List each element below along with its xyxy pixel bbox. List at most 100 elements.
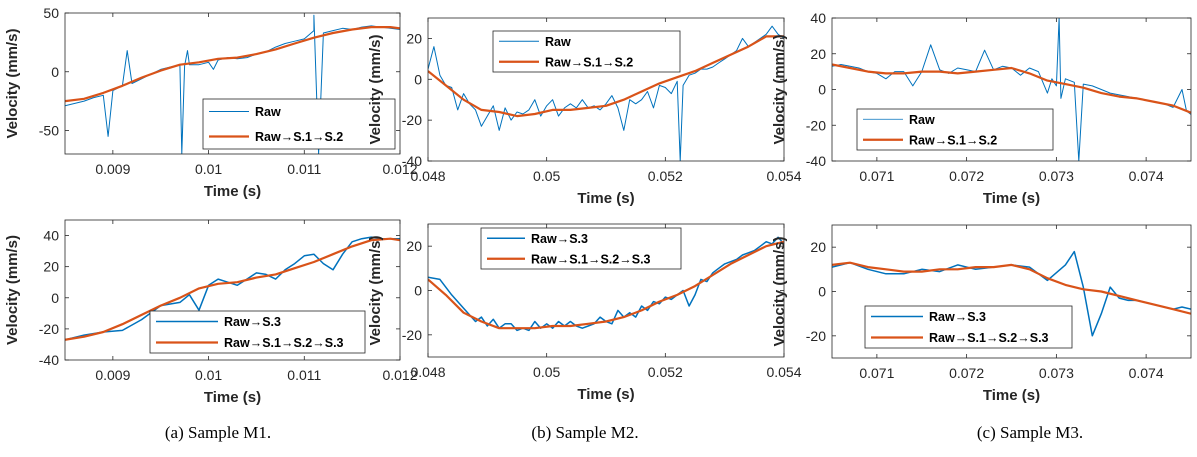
- x-tick-label: 0.074: [1129, 168, 1164, 184]
- y-tick-label: -40: [39, 352, 59, 368]
- legend-label: Raw: [909, 113, 935, 127]
- x-tick-label: 0.071: [859, 168, 894, 184]
- x-axis-label: Time (s): [577, 190, 634, 207]
- x-tick-label: 0.073: [1039, 168, 1074, 184]
- series-line-filtered: [65, 26, 400, 103]
- y-tick-label: 0: [818, 284, 826, 300]
- y-tick-label: -20: [806, 117, 826, 133]
- x-tick-label: 0.048: [410, 168, 445, 184]
- figure-caption: (a) Sample M1.: [165, 423, 271, 442]
- chart-panel-4: 0.009 0.01 0.011 0.012 -40 -20 0 20 40 Time (s) Ve…: [4, 219, 418, 406]
- legend-label: Raw→S.1→S.2: [255, 130, 343, 144]
- x-tick-label: 0.072: [949, 365, 984, 381]
- x-tick-label: 0.01: [195, 161, 222, 177]
- x-axis-label: Time (s): [983, 387, 1040, 404]
- legend-label: Raw→S.3: [531, 232, 588, 246]
- y-tick-label: 0: [414, 71, 422, 87]
- x-tick-label: 0.071: [859, 365, 894, 381]
- figure-caption: (b) Sample M2.: [531, 423, 638, 442]
- y-axis-label: Velocity (mm/s): [771, 236, 788, 346]
- y-tick-label: 20: [406, 238, 422, 254]
- x-axis-label: Time (s): [204, 183, 261, 200]
- series-line-raw: [428, 25, 784, 161]
- chart-panel-6: 0.071 0.072 0.073 0.074 -20 0 20 Time (s) Veloci…: [771, 224, 1192, 404]
- legend: Raw Raw→S.1→S.2: [202, 98, 396, 150]
- legend-box: [149, 310, 366, 354]
- legend-label: Raw→S.1→S.2: [909, 133, 997, 147]
- series-line-filtered: [428, 35, 784, 118]
- legend-box: [480, 227, 682, 270]
- y-tick-label: 0: [51, 290, 59, 306]
- series-line-raw: [428, 236, 784, 332]
- legend: Raw→S.3 Raw→S.1→S.2→S.3: [864, 305, 1073, 349]
- x-axis-label: Time (s): [983, 190, 1040, 207]
- x-axis-label: Time (s): [577, 386, 634, 403]
- y-tick-label: 40: [43, 228, 59, 244]
- legend: Raw Raw→S.1→S.2: [492, 30, 681, 73]
- chart-panel-3: 0.071 0.072 0.073 0.074 -40 -20 0 20 40 Time (s) V…: [771, 10, 1192, 207]
- chart-panel-1: 0.009 0.01 0.011 0.012 -50 0 50 Time (s) Velocit…: [4, 5, 418, 200]
- chart-panel-2: 0.048 0.05 0.052 0.054 -40 -20 0 20 Time (s) Velo…: [367, 17, 802, 207]
- series-line-raw: [65, 14, 400, 154]
- y-tick-label: -20: [806, 328, 826, 344]
- figure-caption: (c) Sample M3.: [977, 423, 1083, 442]
- x-tick-label: 0.072: [949, 168, 984, 184]
- series-line-filtered: [428, 240, 784, 330]
- y-axis-label: Velocity (mm/s): [771, 34, 788, 144]
- plot-area: [64, 12, 401, 155]
- y-tick-label: -50: [39, 123, 59, 139]
- y-tick-label: 40: [810, 10, 826, 26]
- y-tick-label: 20: [810, 46, 826, 62]
- y-tick-label: 0: [51, 64, 59, 80]
- x-tick-label: 0.012: [382, 161, 417, 177]
- y-axis-label: Velocity (mm/s): [4, 235, 21, 345]
- y-tick-label: -20: [402, 327, 422, 343]
- x-tick-label: 0.073: [1039, 365, 1074, 381]
- x-tick-label: 0.012: [382, 367, 417, 383]
- legend: Raw Raw→S.1→S.2: [856, 108, 1054, 151]
- series-line-filtered: [832, 261, 1191, 315]
- x-tick-label: 0.054: [766, 364, 801, 380]
- y-tick-label: -40: [806, 153, 826, 169]
- x-tick-label: 0.009: [95, 367, 130, 383]
- legend-label: Raw: [255, 105, 281, 119]
- x-tick-label: 0.01: [195, 367, 222, 383]
- x-tick-label: 0.052: [648, 364, 683, 380]
- legend-box: [202, 98, 396, 150]
- legend: Raw→S.3 Raw→S.1→S.2→S.3: [149, 310, 366, 354]
- x-tick-label: 0.011: [287, 367, 321, 383]
- plot-area: [427, 17, 785, 162]
- x-tick-label: 0.05: [533, 168, 560, 184]
- y-tick-label: 0: [818, 82, 826, 98]
- y-axis-label: Velocity (mm/s): [4, 28, 21, 138]
- y-axis-label: Velocity (mm/s): [367, 34, 384, 144]
- x-tick-label: 0.054: [766, 168, 801, 184]
- x-tick-label: 0.048: [410, 364, 445, 380]
- legend-label: Raw→S.1→S.2→S.3: [531, 252, 651, 266]
- y-tick-label: 20: [406, 30, 422, 46]
- legend-label: Raw→S.1→S.2→S.3: [929, 331, 1049, 345]
- y-tick-label: 20: [43, 259, 59, 275]
- y-tick-label: -20: [402, 112, 422, 128]
- legend-label: Raw→S.1→S.2→S.3: [224, 336, 344, 350]
- y-axis-label: Velocity (mm/s): [367, 235, 384, 345]
- legend-label: Raw→S.3: [224, 315, 281, 329]
- legend-label: Raw→S.3: [929, 310, 986, 324]
- y-tick-label: 0: [414, 283, 422, 299]
- x-tick-label: 0.009: [95, 161, 130, 177]
- plot-area: [64, 219, 401, 361]
- series-line-filtered: [65, 237, 400, 341]
- y-tick-label: -20: [39, 321, 59, 337]
- x-tick-label: 0.05: [533, 364, 560, 380]
- legend-box: [864, 305, 1073, 349]
- y-tick-label: 20: [810, 239, 826, 255]
- legend-label: Raw: [545, 35, 571, 49]
- legend-box: [856, 108, 1054, 151]
- legend: Raw→S.3 Raw→S.1→S.2→S.3: [480, 227, 682, 270]
- series-line-filtered: [832, 63, 1191, 114]
- y-tick-label: -40: [402, 153, 422, 169]
- chart-panel-5: 0.048 0.05 0.052 0.054 -20 0 20 Time (s) Velocit…: [367, 223, 802, 403]
- y-tick-label: 50: [43, 5, 59, 21]
- x-tick-label: 0.074: [1129, 365, 1164, 381]
